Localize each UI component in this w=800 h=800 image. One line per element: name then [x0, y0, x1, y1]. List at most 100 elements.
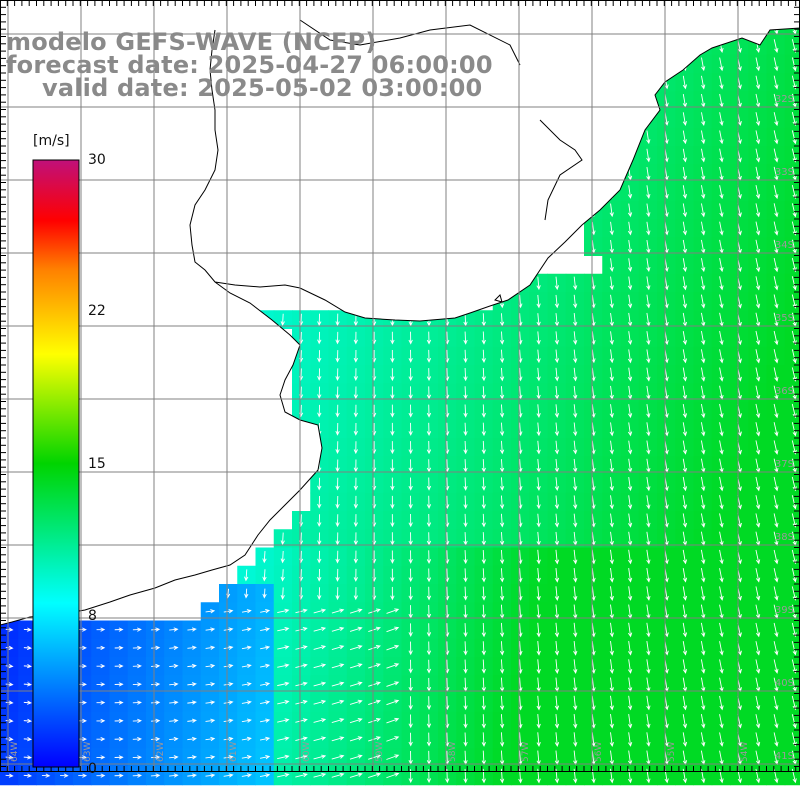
wind-arrow	[700, 513, 706, 528]
wind-arrow	[536, 404, 541, 418]
wind-arrow	[627, 349, 633, 364]
wind-arrow	[463, 404, 468, 418]
wind-arrow	[481, 550, 486, 565]
wind-arrow	[554, 549, 560, 565]
wind-arrow	[773, 695, 779, 711]
wind-arrow	[481, 622, 486, 638]
wind-arrow	[609, 622, 614, 638]
wind-arrow	[719, 185, 724, 200]
wind-arrow	[353, 404, 358, 418]
wind-arrow	[169, 663, 179, 669]
wind-arrow	[573, 367, 578, 382]
wind-arrow	[755, 112, 761, 127]
wind-arrow	[335, 350, 340, 363]
wind-arrow	[78, 663, 87, 669]
wind-arrow	[609, 294, 614, 309]
wind-arrow	[408, 349, 413, 363]
wind-arrow	[719, 75, 724, 90]
wind-arrow	[23, 627, 32, 632]
wind-arrow	[573, 622, 578, 638]
wind-arrow	[700, 349, 706, 364]
wind-arrow	[682, 440, 688, 455]
lon-label: 63W	[83, 741, 93, 762]
wind-arrow	[349, 699, 363, 705]
lat-label: 33S	[774, 167, 794, 178]
wind-arrow	[499, 404, 505, 418]
wind-arrow	[499, 422, 505, 437]
wind-arrow	[317, 569, 322, 582]
wind-arrow	[536, 331, 541, 345]
wind-arrow	[132, 736, 142, 742]
wind-arrow	[331, 718, 345, 723]
wind-arrow	[390, 441, 395, 455]
wind-arrow	[5, 700, 14, 705]
wind-arrow	[701, 258, 706, 273]
wind-arrow	[791, 695, 797, 711]
wind-arrow	[426, 550, 432, 564]
wind-arrow	[499, 622, 505, 638]
wind-arrow	[295, 681, 308, 687]
wind-arrow	[132, 627, 142, 632]
wind-arrow	[627, 495, 633, 510]
wind-arrow	[463, 477, 468, 491]
wind-arrow	[773, 112, 779, 127]
wind-arrow	[390, 532, 395, 546]
lat-label: 35S	[774, 313, 794, 324]
wind-arrow	[463, 623, 468, 638]
wind-arrow	[609, 422, 614, 437]
wind-arrow	[390, 477, 395, 491]
wind-arrow	[609, 276, 614, 291]
wind-arrow	[755, 130, 761, 145]
wind-arrow	[554, 568, 560, 583]
wind-arrow	[313, 645, 327, 650]
wind-arrow	[463, 732, 468, 747]
wind-arrow	[132, 700, 142, 705]
wind-arrow	[573, 349, 578, 364]
wind-arrow	[573, 732, 578, 747]
wind-arrow	[463, 513, 468, 528]
wind-arrow	[205, 700, 216, 705]
wind-arrow	[536, 549, 541, 565]
wind-arrow	[353, 532, 358, 546]
wind-arrow	[701, 148, 706, 163]
wind-arrow	[368, 608, 381, 614]
wind-arrow	[536, 695, 541, 711]
wind-arrow	[481, 714, 486, 729]
wind-arrow	[646, 148, 651, 163]
wind-arrow	[646, 294, 651, 309]
wind-arrow	[335, 313, 340, 327]
wind-arrow	[426, 422, 432, 436]
wind-arrow	[114, 682, 124, 687]
wind-arrow	[646, 659, 651, 674]
wind-arrow	[277, 772, 290, 778]
wind-arrow	[573, 695, 578, 711]
wind-arrow	[791, 513, 797, 528]
wind-arrow	[463, 349, 468, 363]
wind-arrow	[755, 549, 761, 565]
wind-arrow	[295, 663, 308, 668]
wind-arrow	[719, 622, 724, 638]
wind-arrow	[755, 330, 761, 346]
wind-arrow	[241, 755, 252, 760]
wind-arrow	[554, 659, 560, 674]
wind-arrow	[573, 568, 578, 583]
wind-arrow	[700, 695, 706, 711]
wind-arrow	[682, 331, 688, 346]
wind-arrow	[536, 422, 541, 437]
wind-arrow	[390, 349, 395, 363]
wind-arrow	[408, 659, 413, 674]
wind-arrow	[701, 276, 706, 291]
wind-arrow	[331, 681, 345, 687]
wind-arrow	[773, 221, 779, 236]
wind-arrow	[78, 718, 87, 724]
wind-arrow	[719, 495, 724, 510]
wind-arrow	[169, 755, 179, 760]
wind-arrow	[573, 495, 578, 510]
wind-arrow	[463, 368, 468, 382]
wind-arrow	[791, 586, 797, 601]
wind-arrow	[627, 185, 633, 199]
wind-arrow	[313, 626, 327, 632]
wind-arrow	[353, 568, 358, 582]
wind-arrow	[349, 645, 363, 651]
